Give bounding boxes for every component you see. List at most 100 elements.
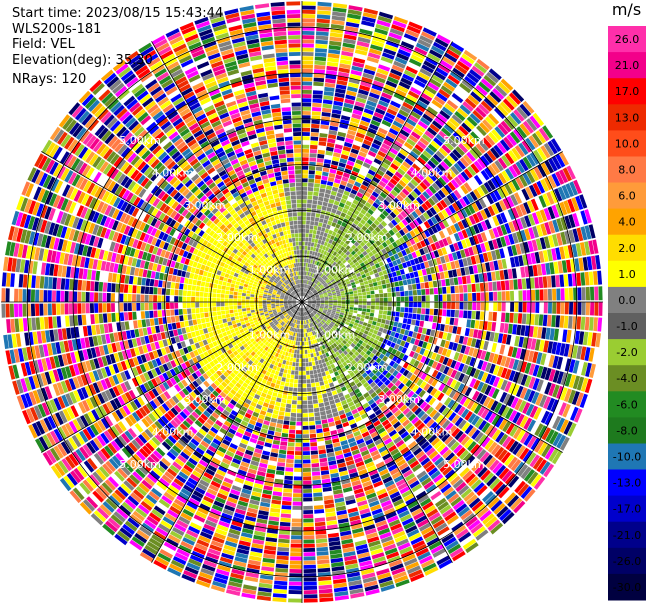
- velocity-gate-cell: [314, 265, 318, 270]
- velocity-gate-cell: [417, 370, 424, 378]
- velocity-gate-cell: [527, 213, 536, 226]
- velocity-gate-cell: [293, 493, 302, 498]
- velocity-gate-cell: [584, 241, 591, 256]
- velocity-gate-cell: [382, 539, 395, 548]
- velocity-gate-cell: [400, 210, 408, 218]
- velocity-gate-cell: [392, 20, 407, 29]
- velocity-gate-cell: [288, 598, 302, 603]
- velocity-gate-cell: [455, 128, 466, 139]
- velocity-gate-cell: [387, 36, 401, 44]
- velocity-gate-cell: [334, 314, 339, 318]
- velocity-gate-cell: [488, 375, 497, 386]
- velocity-gate-cell: [331, 390, 338, 396]
- velocity-gate-cell: [536, 180, 546, 194]
- velocity-gate-cell: [463, 438, 474, 449]
- velocity-gate-cell: [223, 544, 237, 552]
- velocity-gate-cell: [438, 177, 447, 186]
- velocity-gate-cell: [342, 390, 349, 396]
- velocity-gate-cell: [306, 208, 312, 213]
- velocity-gate-cell: [386, 257, 392, 263]
- velocity-gate-cell: [214, 434, 224, 442]
- velocity-gate-cell: [305, 320, 307, 325]
- velocity-gate-cell: [318, 248, 322, 253]
- velocity-gate-cell: [298, 371, 302, 375]
- velocity-gate-cell: [368, 469, 378, 476]
- velocity-gate-cell: [460, 327, 466, 336]
- velocity-gate-cell: [208, 512, 220, 520]
- velocity-gate-cell: [479, 122, 490, 134]
- velocity-gate-cell: [359, 198, 367, 205]
- velocity-gate-cell: [323, 366, 329, 372]
- velocity-gate-cell: [420, 364, 428, 372]
- velocity-gate-cell: [362, 16, 376, 23]
- velocity-gate-cell: [307, 303, 312, 305]
- velocity-gate-cell: [435, 497, 447, 508]
- velocity-gate-cell: [448, 518, 462, 529]
- velocity-gate-cell: [516, 218, 524, 230]
- velocity-gate-cell: [287, 352, 292, 357]
- velocity-gate-cell: [204, 556, 219, 564]
- velocity-gate-cell: [330, 321, 335, 325]
- velocity-gate-cell: [484, 302, 489, 311]
- velocity-gate-cell: [316, 546, 329, 552]
- velocity-gate-cell: [446, 155, 456, 165]
- velocity-gate-cell: [331, 19, 345, 26]
- velocity-gate-cell: [340, 290, 345, 294]
- velocity-gate-cell: [297, 328, 300, 333]
- velocity-gate-cell: [398, 427, 407, 436]
- velocity-gate-cell: [238, 540, 251, 547]
- velocity-gate-cell: [313, 284, 317, 289]
- velocity-gate-cell: [488, 386, 496, 398]
- velocity-gate-cell: [302, 30, 315, 35]
- velocity-gate-cell: [423, 480, 435, 490]
- velocity-gate-cell: [436, 459, 447, 470]
- velocity-gate-cell: [344, 337, 349, 343]
- velocity-gate-cell: [380, 404, 388, 412]
- velocity-gate-cell: [386, 483, 397, 492]
- velocity-gate-cell: [442, 309, 447, 317]
- velocity-gate-cell: [452, 326, 458, 334]
- velocity-gate-cell: [336, 280, 341, 284]
- velocity-gate-cell: [392, 174, 401, 183]
- velocity-gate-cell: [463, 49, 478, 61]
- velocity-gate-cell: [282, 428, 289, 434]
- velocity-gate-cell: [368, 232, 375, 239]
- velocity-gate-cell: [169, 505, 181, 515]
- velocity-gate-cell: [425, 484, 437, 494]
- velocity-gate-cell: [286, 373, 291, 379]
- velocity-gate-cell: [286, 454, 294, 460]
- velocity-gate-cell: [398, 280, 404, 286]
- velocity-gate-cell: [372, 176, 381, 184]
- velocity-gate-cell: [343, 355, 348, 361]
- velocity-gate-cell: [460, 535, 474, 547]
- velocity-gate-cell: [322, 171, 329, 177]
- velocity-gate-cell: [521, 313, 527, 325]
- velocity-gate-cell: [337, 295, 342, 299]
- velocity-gate-cell: [367, 257, 373, 263]
- velocity-gate-cell: [523, 488, 536, 502]
- velocity-gate-cell: [235, 508, 246, 515]
- velocity-gate-cell: [396, 327, 401, 334]
- velocity-gate-cell: [310, 287, 314, 291]
- velocity-gate-cell: [337, 392, 344, 398]
- velocity-gate-cell: [307, 314, 311, 319]
- velocity-gate-cell: [313, 225, 318, 231]
- velocity-gate-cell: [555, 275, 560, 288]
- velocity-gate-cell: [461, 239, 468, 249]
- velocity-gate-cell: [285, 351, 289, 357]
- velocity-gate-cell: [430, 156, 440, 166]
- velocity-gate-cell: [511, 244, 518, 256]
- velocity-gate-cell: [305, 241, 308, 246]
- velocity-gate-cell: [581, 302, 586, 316]
- velocity-gate-cell: [368, 184, 376, 191]
- velocity-gate-cell: [456, 187, 466, 197]
- velocity-gate-cell: [365, 344, 371, 350]
- velocity-gate-cell: [245, 398, 252, 405]
- velocity-gate-cell: [545, 327, 551, 340]
- velocity-gate-cell: [341, 328, 346, 333]
- velocity-gate-cell: [185, 480, 196, 490]
- velocity-gate-cell: [359, 560, 373, 567]
- velocity-gate-cell: [272, 409, 279, 415]
- velocity-gate-cell: [403, 255, 410, 262]
- velocity-gate-cell: [385, 170, 394, 178]
